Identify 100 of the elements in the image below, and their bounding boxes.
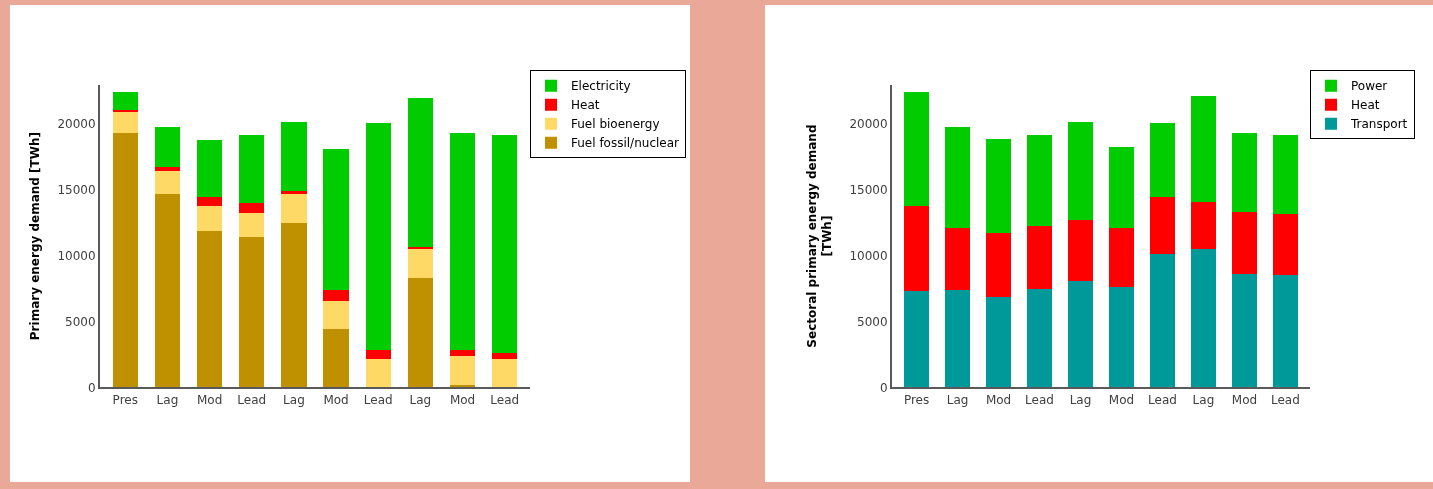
bar xyxy=(323,300,349,330)
bar xyxy=(1273,214,1298,275)
bar xyxy=(492,352,518,360)
bar xyxy=(1068,121,1093,220)
bar xyxy=(112,111,138,134)
bar xyxy=(1027,288,1052,388)
bar xyxy=(1150,254,1175,388)
bar xyxy=(904,291,929,388)
bar xyxy=(154,167,181,171)
y-tick-label: 10000 xyxy=(57,249,96,264)
bar xyxy=(449,132,476,350)
y-tick-label: 10000 xyxy=(849,249,888,264)
bar xyxy=(112,133,138,388)
y-tick-label: 15000 xyxy=(849,183,888,198)
y-tick-label: 20000 xyxy=(849,117,888,132)
x-tick-label: Mod xyxy=(1108,392,1135,407)
bar xyxy=(986,233,1011,297)
legend-label: Heat xyxy=(571,98,600,113)
bar xyxy=(407,97,434,247)
bar xyxy=(1150,122,1175,197)
legend-label: Heat xyxy=(1351,98,1380,113)
x-tick-label: Mod xyxy=(985,392,1012,407)
bar xyxy=(1232,273,1257,388)
bar xyxy=(945,228,970,291)
y-tick-label: 5000 xyxy=(857,314,888,329)
x-tick-label: Lag xyxy=(409,392,432,407)
bar xyxy=(323,149,349,291)
bar xyxy=(281,193,307,223)
bar xyxy=(904,205,929,292)
y-tick-label: 5000 xyxy=(65,314,96,329)
x-tick-label: Mod xyxy=(449,392,476,407)
bar xyxy=(1068,219,1093,281)
y-tick-label: 0 xyxy=(87,380,96,395)
bar xyxy=(945,290,970,388)
x-tick-label: Lead xyxy=(1025,392,1054,407)
legend-label: Fuel fossil/nuclear xyxy=(571,136,680,151)
bar xyxy=(1109,228,1134,288)
x-tick-label: Lag xyxy=(1192,392,1215,407)
x-tick-label: Lead xyxy=(1148,392,1177,407)
bar xyxy=(154,193,181,388)
bar xyxy=(407,278,434,388)
y-tick-label: 0 xyxy=(879,380,888,395)
bar xyxy=(1027,225,1052,289)
bar xyxy=(986,296,1011,388)
bar xyxy=(407,249,434,279)
bar xyxy=(1150,196,1175,255)
x-tick-label: Mod xyxy=(196,392,223,407)
bar xyxy=(196,205,223,232)
bar xyxy=(196,196,223,206)
bar xyxy=(323,290,349,301)
bar xyxy=(1273,135,1298,215)
bar xyxy=(449,349,476,357)
x-tick-label: Lead xyxy=(363,392,393,407)
bar xyxy=(1068,280,1093,388)
legend-label: Transport xyxy=(1350,117,1408,132)
bar xyxy=(365,122,391,350)
x-tick-label: Lag xyxy=(946,392,969,407)
bar xyxy=(945,126,970,229)
bar xyxy=(492,134,518,353)
bar xyxy=(281,191,307,194)
x-tick-label: Pres xyxy=(903,392,930,407)
x-tick-label: Lead xyxy=(1271,392,1300,407)
y-tick-label: 15000 xyxy=(57,183,96,198)
bar xyxy=(365,359,391,388)
bar xyxy=(239,135,265,203)
bar xyxy=(323,329,349,388)
bar xyxy=(112,92,138,111)
x-tick-label: Pres xyxy=(112,392,138,407)
bar xyxy=(1232,132,1257,212)
bar xyxy=(239,202,265,214)
bar xyxy=(196,231,223,388)
bar xyxy=(1027,135,1052,226)
bar xyxy=(239,213,265,237)
x-tick-label: Lead xyxy=(490,392,520,407)
bar xyxy=(1191,95,1216,202)
x-tick-label: Lead xyxy=(237,392,267,407)
x-tick-label: Mod xyxy=(323,392,349,407)
x-tick-label: Lag xyxy=(283,392,305,407)
bar xyxy=(154,170,181,194)
bar xyxy=(1191,201,1216,250)
bar xyxy=(1273,274,1298,388)
bar xyxy=(239,236,265,388)
bar xyxy=(1191,249,1216,388)
legend-label: Fuel bioenergy xyxy=(571,117,660,132)
x-tick-label: Lag xyxy=(1069,392,1092,407)
bar xyxy=(365,349,391,360)
bar xyxy=(904,92,929,206)
bar xyxy=(1109,287,1134,388)
x-tick-label: Lag xyxy=(156,392,179,407)
bar xyxy=(281,222,307,388)
y-axis-title: Primary energy demand [TWh] xyxy=(28,131,43,341)
bar xyxy=(281,121,307,192)
legend-label: Power xyxy=(1351,79,1388,94)
bar xyxy=(986,139,1011,234)
x-tick-label: Mod xyxy=(1231,392,1258,407)
y-tick-label: 20000 xyxy=(57,117,96,132)
bar xyxy=(196,140,223,197)
bar xyxy=(1109,147,1134,229)
y-axis-title: Sectoral primary energy demand [TWh] xyxy=(804,124,835,348)
bar xyxy=(449,356,476,385)
